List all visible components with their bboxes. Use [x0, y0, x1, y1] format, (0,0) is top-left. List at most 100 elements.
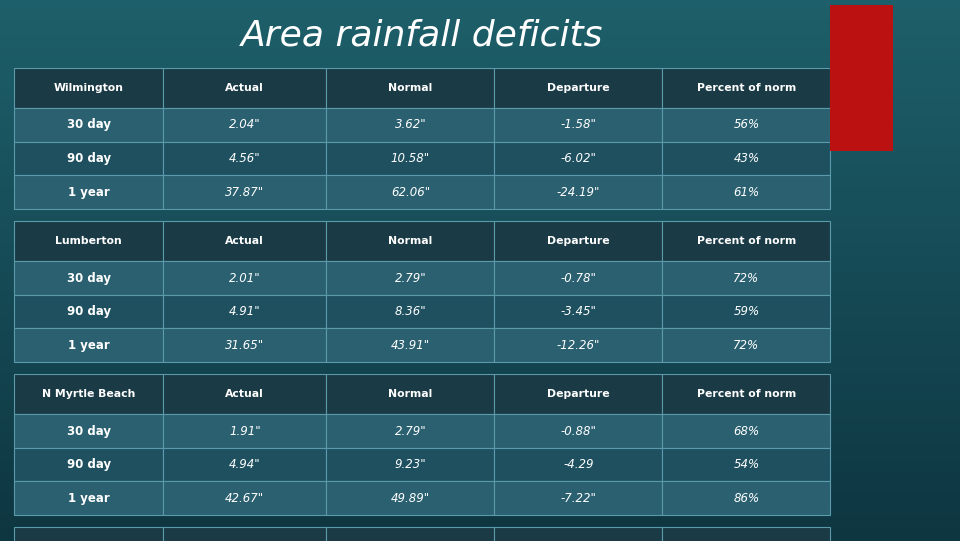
Bar — [0, 14, 960, 21]
Text: 56%: 56% — [733, 118, 759, 131]
Text: 2.04": 2.04" — [229, 118, 260, 131]
Text: 1 year: 1 year — [68, 492, 109, 505]
Bar — [0, 298, 960, 304]
Text: 90 day: 90 day — [67, 458, 110, 471]
Bar — [0, 446, 960, 453]
Bar — [662, 221, 830, 261]
Bar — [0, 284, 960, 291]
Text: Percent of norm: Percent of norm — [697, 83, 796, 93]
Bar — [0, 21, 960, 27]
Bar — [0, 203, 960, 209]
Bar — [14, 142, 163, 175]
Bar — [0, 494, 960, 500]
Bar — [494, 295, 662, 328]
Bar — [0, 27, 960, 34]
Bar — [14, 68, 163, 108]
Bar — [0, 162, 960, 169]
Bar — [0, 379, 960, 385]
Bar — [0, 480, 960, 487]
Text: 2.79": 2.79" — [395, 272, 426, 285]
Bar — [163, 328, 326, 362]
Text: 72%: 72% — [733, 339, 759, 352]
Bar — [0, 412, 960, 419]
Bar — [0, 7, 960, 14]
Text: 90 day: 90 day — [67, 305, 110, 318]
Text: 37.87": 37.87" — [226, 186, 264, 199]
Text: Departure: Departure — [547, 389, 610, 399]
Text: Departure: Departure — [547, 83, 610, 93]
Bar — [0, 473, 960, 480]
Bar — [662, 108, 830, 142]
Text: Actual: Actual — [226, 389, 264, 399]
Bar — [163, 414, 326, 448]
Bar — [0, 189, 960, 196]
Bar — [0, 129, 960, 135]
Bar — [0, 95, 960, 102]
Bar — [326, 295, 494, 328]
Bar — [163, 108, 326, 142]
Bar — [0, 358, 960, 365]
Text: -6.02": -6.02" — [561, 152, 596, 165]
Bar — [0, 291, 960, 298]
Text: 86%: 86% — [733, 492, 759, 505]
Bar — [163, 221, 326, 261]
Bar — [326, 175, 494, 209]
Bar — [0, 345, 960, 352]
Bar — [0, 41, 960, 48]
Bar — [0, 527, 960, 535]
Bar — [0, 399, 960, 406]
Bar — [0, 318, 960, 325]
Bar — [0, 392, 960, 399]
Text: 49.89": 49.89" — [391, 492, 430, 505]
Bar — [0, 142, 960, 149]
Bar — [0, 88, 960, 95]
Bar — [662, 175, 830, 209]
Text: 2.01": 2.01" — [229, 272, 260, 285]
Bar — [662, 374, 830, 414]
Text: 4.56": 4.56" — [229, 152, 260, 165]
Text: 43%: 43% — [733, 152, 759, 165]
Bar — [662, 527, 830, 541]
Bar — [326, 414, 494, 448]
Bar — [14, 221, 163, 261]
Bar — [0, 460, 960, 466]
Bar — [14, 448, 163, 481]
Bar — [830, 5, 893, 151]
Text: 3.62": 3.62" — [395, 118, 426, 131]
Text: -24.19": -24.19" — [557, 186, 600, 199]
Text: 68%: 68% — [733, 425, 759, 438]
Text: Actual: Actual — [226, 83, 264, 93]
Bar — [0, 61, 960, 68]
Bar — [0, 169, 960, 176]
Bar — [494, 481, 662, 515]
Text: 1 year: 1 year — [68, 339, 109, 352]
Bar — [163, 448, 326, 481]
Bar — [662, 481, 830, 515]
Bar — [0, 237, 960, 243]
Bar — [14, 527, 163, 541]
Bar — [0, 352, 960, 358]
Bar — [0, 385, 960, 392]
Text: 42.67": 42.67" — [226, 492, 264, 505]
Text: -4.29: -4.29 — [564, 458, 593, 471]
Bar — [0, 419, 960, 426]
Text: 2.79": 2.79" — [395, 425, 426, 438]
Bar — [14, 374, 163, 414]
Bar — [14, 414, 163, 448]
Bar — [0, 135, 960, 142]
Text: -1.58": -1.58" — [561, 118, 596, 131]
Bar — [0, 102, 960, 108]
Bar — [662, 414, 830, 448]
Bar — [0, 108, 960, 115]
Bar — [326, 142, 494, 175]
Bar — [494, 414, 662, 448]
Bar — [0, 149, 960, 156]
Text: 62.06": 62.06" — [391, 186, 430, 199]
Bar — [662, 261, 830, 295]
Text: Normal: Normal — [388, 236, 433, 246]
Bar — [326, 374, 494, 414]
Bar — [163, 481, 326, 515]
Bar — [0, 331, 960, 338]
Text: -0.88": -0.88" — [561, 425, 596, 438]
Bar — [0, 223, 960, 230]
